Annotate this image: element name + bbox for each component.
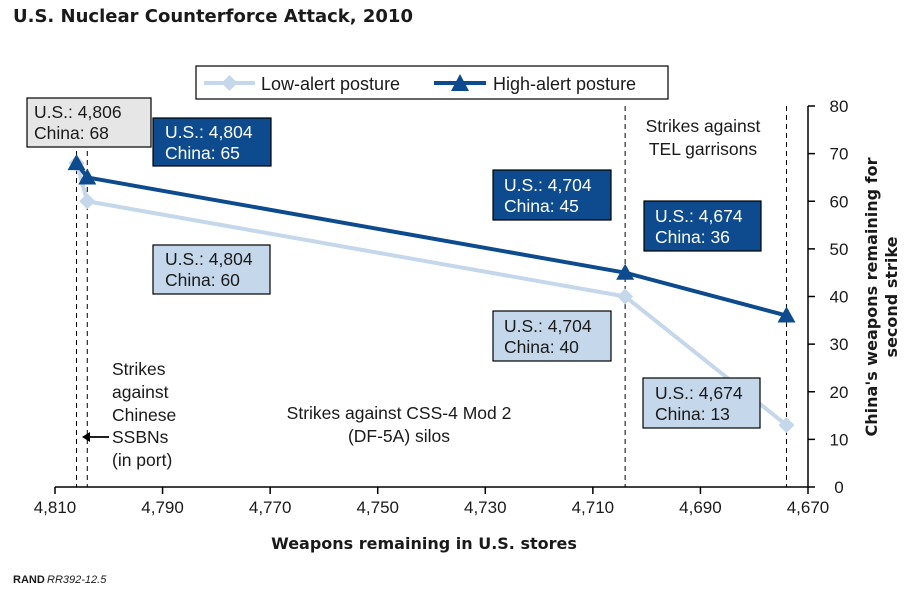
x-tick-label: 4,730	[464, 498, 507, 517]
callout-box	[643, 200, 762, 252]
y-tick-label: 40	[830, 288, 849, 307]
callout-box	[492, 310, 612, 362]
source-note: RAND RR392-12.5	[13, 574, 107, 586]
y-tick-label: 50	[830, 240, 849, 259]
series-high-alert	[67, 154, 796, 323]
y-tick-label: 10	[830, 430, 849, 449]
callout-4674-36: U.S.: 4,674 China: 36	[643, 200, 762, 252]
data-point-4674-13	[778, 417, 795, 434]
callout-us-value: U.S.: 4,704	[504, 316, 592, 336]
data-point-4804-60	[79, 193, 96, 210]
callout-us-value: U.S.: 4,804	[165, 122, 253, 142]
callout-china-value: China: 65	[165, 143, 240, 163]
legend-low-alert-label: Low-alert posture	[261, 74, 400, 94]
callout-us-value: U.S.: 4,806	[34, 102, 122, 122]
callout-box	[642, 377, 761, 429]
legend: Low-alert posture High-alert posture	[195, 65, 669, 100]
y-axis-title-line-1: China's weapons remaining for	[862, 157, 881, 436]
y-axis-ticks: 0 10 20 30 40 50 60 70 80	[808, 97, 848, 497]
callout-china-value: China: 45	[504, 196, 579, 216]
legend-high-alert-marker	[451, 74, 469, 91]
x-tick-label: 4,670	[787, 498, 830, 517]
annotation-line: Strikes against CSS-4 Mod 2	[287, 403, 512, 423]
callout-us-value: U.S.: 4,804	[165, 249, 253, 269]
x-axis-title: Weapons remaining in U.S. stores	[271, 534, 577, 553]
annotation-line: (DF-5A) silos	[348, 426, 450, 446]
callout-us-value: U.S.: 4,674	[655, 383, 743, 403]
data-point-4674-36	[777, 306, 796, 323]
x-tick-label: 4,750	[356, 498, 399, 517]
callout-us-value: U.S.: 4,674	[655, 206, 743, 226]
x-tick-label: 4,710	[572, 498, 615, 517]
annotation-silo-strikes: Strikes against CSS-4 Mod 2 (DF-5A) silo…	[287, 403, 512, 446]
callout-box	[492, 169, 612, 221]
y-tick-label: 30	[830, 335, 849, 354]
annotation-line: Strikes against	[646, 116, 761, 136]
y-axis-title-line-2: second strike	[882, 236, 901, 357]
callout-china-value: China: 36	[655, 227, 730, 247]
chart-title: U.S. Nuclear Counterforce Attack, 2010	[13, 6, 413, 27]
callout-4704-40: U.S.: 4,704 China: 40	[492, 310, 612, 362]
callout-china-value: China: 40	[504, 337, 579, 357]
y-tick-label: 80	[830, 97, 849, 116]
legend-low-alert-marker	[221, 75, 238, 91]
y-tick-label: 60	[830, 192, 849, 211]
arrow-left-icon	[82, 432, 90, 442]
source-org: RAND	[13, 574, 45, 586]
callout-china-value: China: 13	[655, 404, 730, 424]
x-tick-label: 4,690	[679, 498, 722, 517]
callout-4806-68: U.S.: 4,806 China: 68	[26, 97, 152, 148]
callout-china-value: China: 68	[34, 123, 109, 143]
annotation-line: SSBNs	[112, 427, 169, 447]
annotation-line: TEL garrisons	[649, 139, 758, 159]
y-tick-label: 70	[830, 145, 849, 164]
source-id: RR392-12.5	[47, 574, 107, 586]
data-point-4806-68	[67, 154, 86, 171]
annotation-ssbn-strikes: Strikes against Chinese SSBNs (in port)	[82, 359, 176, 470]
callout-4804-60: U.S.: 4,804 China: 60	[152, 244, 271, 295]
series-line	[74, 161, 787, 318]
data-point-4704-45	[616, 263, 635, 280]
callout-china-value: China: 60	[165, 270, 240, 290]
annotation-line: Strikes	[112, 359, 166, 379]
x-tick-label: 4,790	[141, 498, 184, 517]
callout-us-value: U.S.: 4,704	[504, 175, 592, 195]
x-tick-label: 4,770	[249, 498, 292, 517]
y-tick-label: 0	[834, 478, 843, 497]
annotation-line: Chinese	[112, 405, 176, 425]
data-point-4704-40	[617, 288, 634, 305]
callout-box	[152, 244, 271, 295]
x-axis-ticks: 4,810 4,790 4,770 4,750 4,730 4,710 4,690 4,670	[34, 487, 830, 517]
callout-4704-45: U.S.: 4,704 China: 45	[492, 169, 612, 221]
data-point-4804-65	[78, 168, 97, 185]
annotation-line: against	[112, 382, 169, 402]
callout-box	[152, 117, 272, 167]
callout-box	[26, 97, 152, 148]
series-layer	[67, 154, 796, 434]
x-tick-label: 4,810	[34, 498, 77, 517]
annotation-line: (in port)	[112, 450, 172, 470]
y-axis-title: China's weapons remaining for second str…	[862, 157, 901, 436]
legend-box	[195, 65, 669, 100]
annotation-tel-strikes: Strikes against TEL garrisons	[646, 116, 761, 159]
legend-high-alert-label: High-alert posture	[493, 74, 636, 94]
y-tick-label: 20	[830, 383, 849, 402]
callout-4674-13: U.S.: 4,674 China: 13	[642, 377, 761, 429]
callout-4804-65: U.S.: 4,804 China: 65	[152, 117, 272, 167]
